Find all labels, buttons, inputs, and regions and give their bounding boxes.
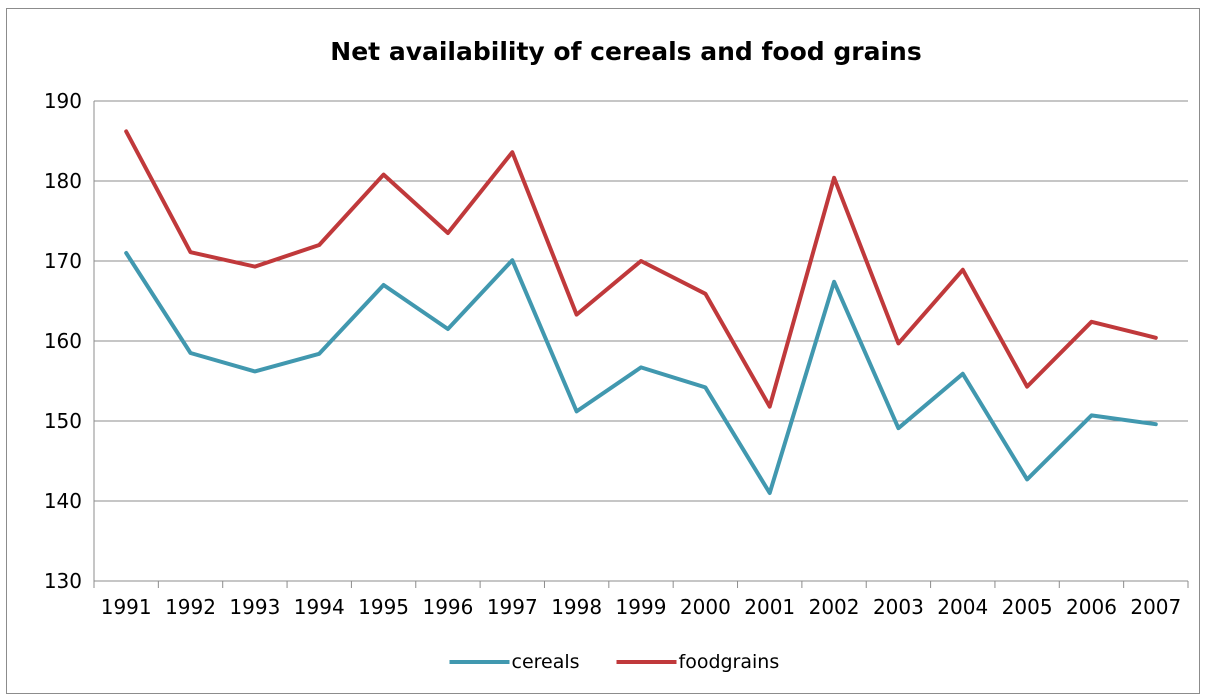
y-tick-label-150: 150 [44,409,82,433]
y-tick-label-180: 180 [44,169,82,193]
legend-item-cereals: cereals [449,651,580,673]
x-tick-label-1991: 1991 [101,595,152,619]
x-tick-label-1993: 1993 [229,595,280,619]
y-tick-label-160: 160 [44,329,82,353]
y-tick-label-190: 190 [44,89,82,113]
x-tick-label-2007: 2007 [1130,595,1181,619]
x-tick-label-2002: 2002 [809,595,860,619]
x-tick-label-1992: 1992 [165,595,216,619]
legend: cereals foodgrains [449,651,780,673]
gridlines [94,100,1188,502]
x-tick-label-2003: 2003 [873,595,924,619]
x-tick-label-1996: 1996 [422,595,473,619]
x-tick-label-2000: 2000 [680,595,731,619]
y-tick-label-140: 140 [44,489,82,513]
y-tick-label-170: 170 [44,249,82,273]
x-tick-label-1994: 1994 [294,595,345,619]
chart-frame [6,8,1200,694]
legend-label-foodgrains: foodgrains [679,651,780,673]
legend-label-cereals: cereals [512,651,580,673]
series-lines [124,129,1158,495]
x-tick-label-1999: 1999 [616,595,667,619]
series-line-cereals [124,251,1158,495]
x-tick-label-2006: 2006 [1066,595,1117,619]
y-tick-label-130: 130 [44,569,82,593]
series-line-foodgrains [124,129,1158,409]
x-tick-label-2001: 2001 [744,595,795,619]
x-tick-label-1995: 1995 [358,595,409,619]
axes: 130 140 150 160 170 180 190 1991 1992 1993 1994 199… [44,89,1189,619]
legend-item-foodgrains: foodgrains [616,651,780,673]
chart-title: Net availability of cereals and food gra… [330,37,921,66]
x-tick-label-1997: 1997 [487,595,538,619]
x-tick-label-2004: 2004 [937,595,988,619]
x-tick-label-1998: 1998 [551,595,602,619]
x-tick-label-2005: 2005 [1002,595,1053,619]
